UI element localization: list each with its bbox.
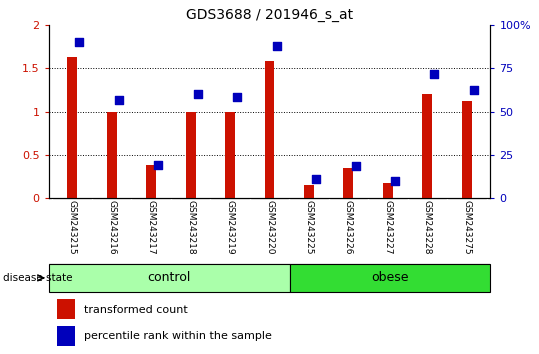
Text: obese: obese xyxy=(371,272,409,284)
Text: control: control xyxy=(147,272,191,284)
Point xyxy=(154,162,163,168)
Bar xyxy=(146,165,156,198)
Point xyxy=(312,176,320,182)
Text: GSM243216: GSM243216 xyxy=(107,200,116,255)
Point xyxy=(114,97,123,103)
Text: GSM243215: GSM243215 xyxy=(68,200,77,255)
Text: GSM243219: GSM243219 xyxy=(225,200,234,255)
Point xyxy=(430,72,439,77)
Text: disease state: disease state xyxy=(3,273,72,283)
Bar xyxy=(423,94,432,198)
Text: transformed count: transformed count xyxy=(84,305,188,315)
Point xyxy=(391,178,399,184)
Bar xyxy=(225,112,235,198)
Point xyxy=(272,43,281,48)
Text: GSM243226: GSM243226 xyxy=(344,200,353,255)
Bar xyxy=(57,326,75,346)
Point xyxy=(469,87,478,93)
Point xyxy=(351,163,360,169)
Text: percentile rank within the sample: percentile rank within the sample xyxy=(84,331,272,341)
Text: GSM243217: GSM243217 xyxy=(147,200,156,255)
Bar xyxy=(107,112,116,198)
Text: GSM243220: GSM243220 xyxy=(265,200,274,255)
Text: GSM243225: GSM243225 xyxy=(305,200,314,255)
Point xyxy=(194,91,202,97)
Bar xyxy=(49,264,289,292)
Text: GSM243218: GSM243218 xyxy=(186,200,195,255)
Title: GDS3688 / 201946_s_at: GDS3688 / 201946_s_at xyxy=(186,8,353,22)
Point xyxy=(233,94,241,99)
Bar xyxy=(343,168,354,198)
Text: GSM243227: GSM243227 xyxy=(383,200,392,255)
Text: GSM243228: GSM243228 xyxy=(423,200,432,255)
Bar xyxy=(462,101,472,198)
Bar xyxy=(304,185,314,198)
Bar xyxy=(185,112,196,198)
Bar xyxy=(265,61,274,198)
Bar xyxy=(67,57,77,198)
Bar xyxy=(57,299,75,319)
Point xyxy=(75,39,84,45)
Bar xyxy=(289,264,490,292)
Bar xyxy=(383,183,393,198)
Text: GSM243275: GSM243275 xyxy=(462,200,471,255)
